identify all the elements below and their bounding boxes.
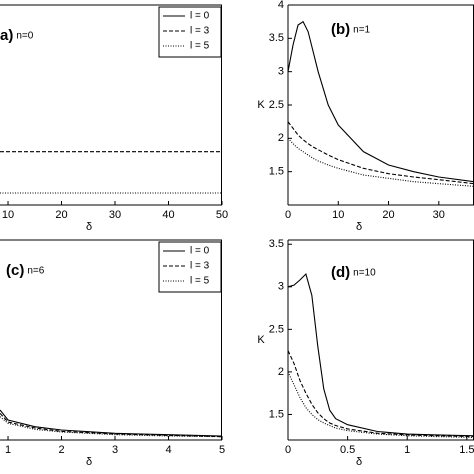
legend-label: l = 5 [190, 276, 210, 287]
x-tick-label: 2 [58, 444, 64, 456]
x-tick-label: 5 [219, 444, 225, 456]
x-tick-label: 10 [332, 209, 344, 221]
data-line [0, 409, 223, 437]
legend-label: l = 3 [190, 26, 210, 37]
y-tick-label: 3 [278, 281, 284, 293]
data-line [287, 272, 474, 437]
x-tick-label: 40 [162, 209, 174, 221]
x-tick-label: 30 [109, 209, 121, 221]
panel-label: (c) [6, 262, 24, 279]
panel-subtitle: n=6 [27, 266, 44, 277]
data-line [287, 121, 474, 185]
y-tick-label: 3 [278, 66, 284, 78]
legend-label: l = 0 [190, 11, 210, 22]
x-tick-label: 1 [404, 444, 410, 456]
legend-label: l = 5 [190, 41, 210, 52]
legend-box [158, 6, 222, 58]
x-tick-label: 0 [285, 444, 291, 456]
panel-subtitle: n=1 [353, 25, 370, 36]
panel-label: (d) [331, 264, 350, 281]
panel-subtitle: n=0 [16, 31, 33, 42]
y-tick-label: 3.5 [269, 32, 284, 44]
data-line [287, 137, 474, 187]
x-tick-label: 1 [5, 444, 11, 456]
x-axis-label: δ [86, 221, 92, 233]
data-line [0, 412, 223, 438]
legend-label: l = 3 [190, 261, 210, 272]
y-tick-label: 3.5 [269, 238, 284, 250]
x-tick-label: 3 [112, 444, 118, 456]
x-tick-label: 0 [285, 209, 291, 221]
x-axis-label: δ [356, 221, 362, 233]
x-tick-label: 10 [2, 209, 14, 221]
legend-label: l = 0 [190, 246, 210, 257]
x-axis-label: δ [356, 456, 362, 468]
y-tick-label: 1.5 [269, 166, 284, 178]
y-tick-label: 2.5 [269, 323, 284, 335]
y-tick-label: 2 [278, 132, 284, 144]
x-axis-label: δ [86, 456, 92, 468]
x-tick-label: 50 [216, 209, 228, 221]
x-tick-label: 4 [165, 444, 171, 456]
y-axis-label: K [257, 99, 265, 111]
data-line [0, 416, 223, 438]
data-line [287, 371, 474, 438]
x-tick-label: 30 [433, 209, 445, 221]
x-tick-label: 20 [382, 209, 394, 221]
panel-label: (b) [331, 21, 350, 38]
data-line [287, 20, 474, 183]
panel-subtitle: n=10 [353, 268, 376, 279]
x-tick-label: 0.5 [340, 444, 355, 456]
y-tick-label: 4 [278, 0, 284, 11]
data-line [287, 350, 474, 438]
panel-label: a) [0, 27, 13, 44]
y-tick-label: 1.5 [269, 408, 284, 420]
y-tick-label: 2.5 [269, 99, 284, 111]
y-tick-label: 2 [278, 366, 284, 378]
x-tick-label: 20 [55, 209, 67, 221]
legend-box [158, 241, 222, 293]
x-tick-label: 1.5 [459, 444, 474, 456]
y-axis-label: K [257, 334, 265, 346]
